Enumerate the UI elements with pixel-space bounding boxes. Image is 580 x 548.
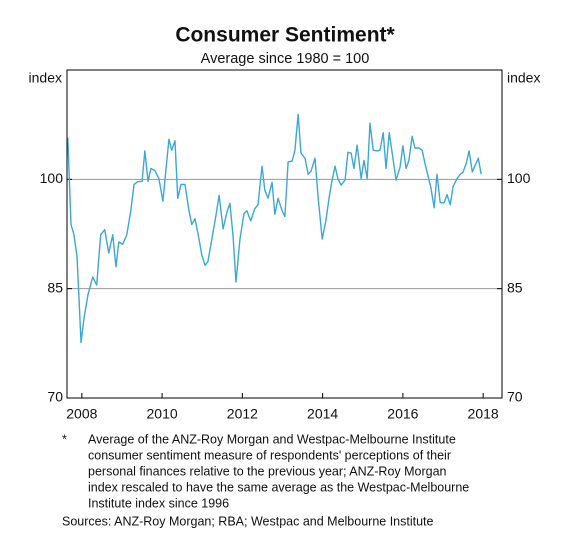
x-tick-label: 2012 — [227, 406, 258, 422]
footnote-line: Average of the ANZ-Roy Morgan and Westpa… — [88, 432, 456, 446]
footnote-line: Institute index since 1996 — [88, 496, 229, 510]
footnote-marker: * — [62, 432, 67, 446]
y-axis-label: index — [29, 70, 62, 86]
x-tick-label: 2016 — [387, 406, 418, 422]
y2-tick-label: 70 — [507, 389, 523, 405]
y2-tick-label: 85 — [507, 279, 523, 295]
y-tick-label: 85 — [47, 279, 63, 295]
footnote-line: consumer sentiment measure of respondent… — [88, 448, 451, 462]
footnote-line: personal finances relative to the previo… — [88, 464, 447, 478]
series-line — [67, 113, 482, 344]
source: Sources: ANZ-Roy Morgan; RBA; Westpac an… — [62, 514, 434, 528]
x-tick-label: 2010 — [147, 406, 178, 422]
chart-subtitle: Average since 1980 = 100 — [201, 51, 370, 67]
y2-tick-label: 100 — [507, 170, 531, 186]
chart-title: Consumer Sentiment* — [175, 24, 395, 47]
y2-axis-label: index — [507, 70, 540, 86]
footnote-line: index rescaled to have the same average … — [88, 480, 469, 494]
plot-frame — [66, 69, 503, 399]
x-tick-label: 2018 — [468, 406, 499, 422]
x-tick-label: 2014 — [307, 406, 338, 422]
y-tick-label: 100 — [40, 170, 64, 186]
y-tick-label: 70 — [47, 389, 63, 405]
x-tick-label: 2008 — [66, 406, 97, 422]
